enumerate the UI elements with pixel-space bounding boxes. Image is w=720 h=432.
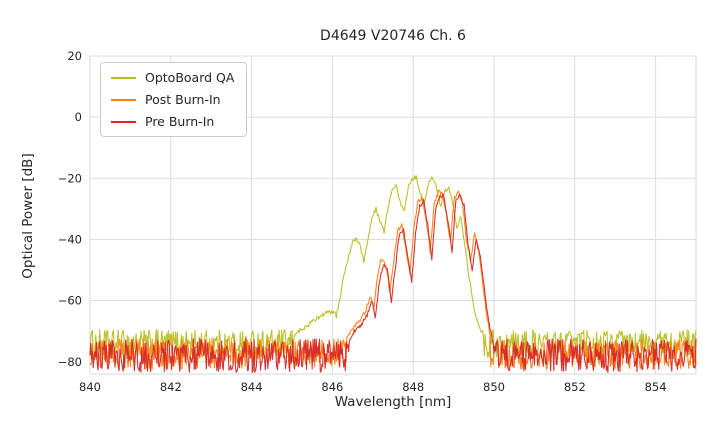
y-tick-label: −40: [58, 232, 82, 246]
x-tick-label: 848: [402, 380, 424, 394]
legend-item: OptoBoard QA: [111, 70, 234, 85]
x-tick-label: 852: [564, 380, 586, 394]
legend-item: Post Burn-In: [111, 92, 234, 107]
legend-label: OptoBoard QA: [145, 70, 235, 85]
x-tick-label: 850: [483, 380, 505, 394]
y-axis-label: Optical Power [dB]: [20, 153, 36, 279]
x-axis-label: Wavelength [nm]: [334, 394, 452, 410]
chart-title: D4649 V20746 Ch. 6: [320, 28, 466, 44]
series-line-post-burn-in: [89, 189, 697, 370]
legend-line-swatch: [111, 98, 136, 101]
legend-line-swatch: [111, 76, 136, 79]
y-tick-label: 20: [67, 49, 82, 63]
y-tick-label: −20: [58, 171, 82, 185]
x-tick-label: 840: [79, 380, 101, 394]
legend-line-swatch: [111, 120, 136, 123]
x-tick-label: 846: [321, 380, 343, 394]
legend-label: Post Burn-In: [145, 92, 221, 107]
x-tick-label: 842: [160, 380, 182, 394]
y-tick-label: −60: [58, 294, 82, 308]
legend-label: Pre Burn-In: [145, 114, 215, 129]
y-tick-label: −80: [58, 355, 82, 369]
legend-item: Pre Burn-In: [111, 114, 234, 129]
plot-border: [89, 55, 697, 375]
x-tick-label: 844: [241, 380, 263, 394]
legend: OptoBoard QA Post Burn-In Pre Burn-In: [100, 62, 248, 137]
y-tick-label: 0: [75, 110, 82, 124]
series-line-pre-burn-in: [89, 193, 697, 373]
x-tick-label: 854: [645, 380, 667, 394]
